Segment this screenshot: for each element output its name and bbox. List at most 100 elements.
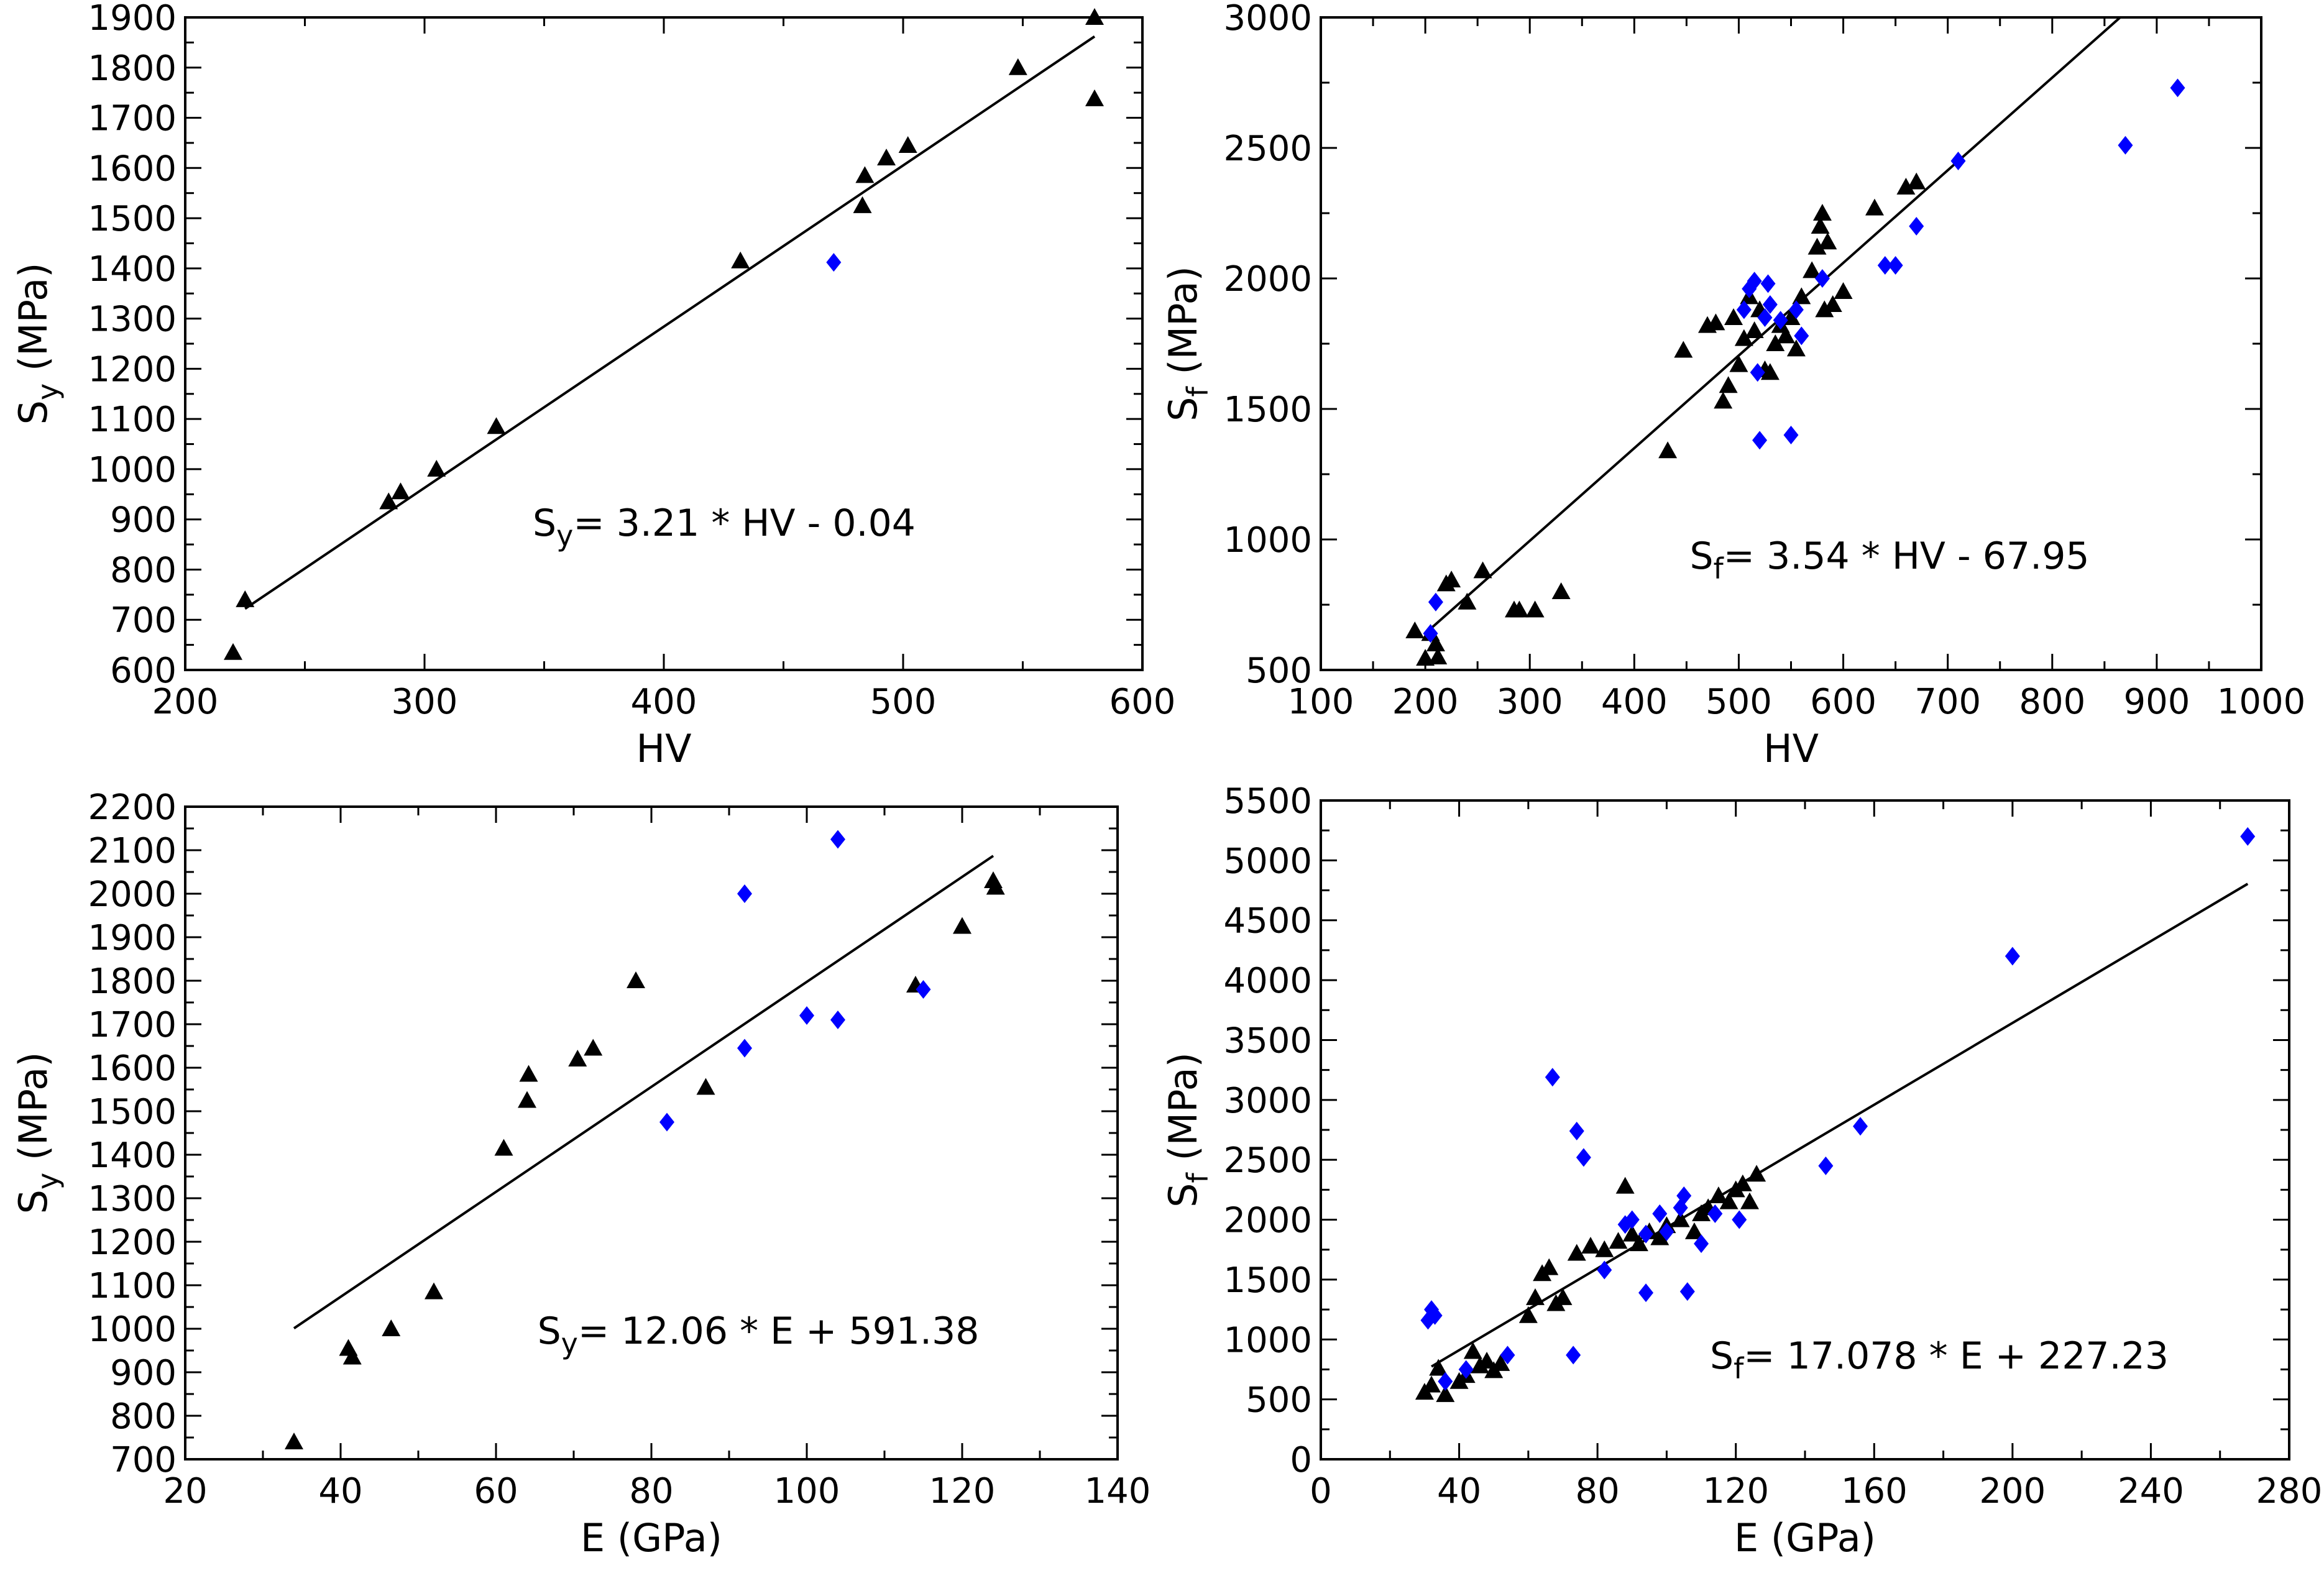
- y-tick-label: 2000: [1223, 1201, 1312, 1241]
- equation-var: S: [1710, 1334, 1734, 1378]
- data-point-triangle: [1734, 329, 1753, 346]
- data-point-triangle: [1786, 339, 1806, 357]
- data-point-diamond: [2118, 135, 2133, 155]
- data-point-triangle: [855, 166, 875, 183]
- data-point-triangle: [427, 459, 446, 477]
- data-point-triangle: [1553, 1288, 1573, 1305]
- data-point-diamond: [1853, 1117, 1868, 1136]
- data-point-triangle: [1776, 326, 1796, 344]
- data-point-diamond: [1750, 363, 1765, 382]
- data-point-triangle: [1674, 341, 1693, 358]
- regression-equation: Sy= 12.06 * E + 591.38: [538, 1309, 980, 1360]
- x-tick-label: 800: [2019, 682, 2085, 722]
- data-point-triangle: [1525, 600, 1545, 618]
- y-tick-label: 5000: [1223, 841, 1312, 881]
- data-point-diamond: [1757, 308, 1773, 327]
- y-tick-label: 1500: [1223, 390, 1312, 430]
- data-point-diamond: [1438, 1372, 1453, 1391]
- data-point-triangle: [1719, 376, 1738, 393]
- equation-rest: = 12.06 * E + 591.38: [578, 1309, 980, 1353]
- equation-rest: = 3.54 * HV - 67.95: [1724, 534, 2090, 578]
- data-point-triangle: [1622, 1224, 1642, 1242]
- chart-top-left: 200 300 400 500 600 600 700 800 900 1000 1100 1200 1…: [11, 0, 1175, 771]
- data-point-triangle: [1733, 1174, 1752, 1191]
- x-tick-label: 200: [152, 682, 219, 722]
- data-point-triangle: [285, 1433, 303, 1449]
- data-point-triangle: [236, 590, 255, 607]
- x-axis-label: HV: [636, 726, 691, 771]
- equation-rest: = 17.078 * E + 227.23: [1743, 1334, 2169, 1378]
- data-point-diamond: [1694, 1234, 1709, 1254]
- data-point-diamond: [1566, 1346, 1581, 1365]
- data-point-triangle: [1818, 232, 1837, 250]
- x-tick-label: 400: [1601, 682, 1668, 722]
- x-tick-label: 120: [929, 1471, 996, 1511]
- x-axis-label: E (GPa): [581, 1515, 722, 1561]
- data-point-diamond: [1783, 426, 1799, 444]
- y-tick-label: 1000: [1223, 1320, 1312, 1360]
- equation-var: S: [533, 502, 556, 545]
- data-point-diamond: [1747, 272, 1762, 291]
- data-point-diamond: [916, 980, 931, 999]
- data-point-diamond: [1427, 1306, 1443, 1325]
- x-tick-label: 60: [474, 1471, 518, 1511]
- regression-line: [244, 35, 1096, 610]
- x-axis-label: HV: [1763, 726, 1819, 771]
- data-point-diamond: [1428, 592, 1443, 612]
- data-point-diamond: [830, 830, 845, 849]
- y-axis-label-var: S: [1160, 1183, 1206, 1208]
- data-point-diamond: [1752, 431, 1768, 450]
- data-point-diamond: [826, 253, 842, 272]
- data-point-diamond: [1788, 300, 1804, 319]
- data-point-triangle: [1896, 178, 1916, 195]
- data-point-triangle: [1518, 1306, 1538, 1323]
- data-point-triangle: [1792, 287, 1811, 305]
- data-point-triangle: [1442, 571, 1461, 588]
- regression-equation: Sf= 17.078 * E + 227.23: [1710, 1334, 2169, 1385]
- y-tick-label: 900: [110, 1353, 177, 1393]
- x-tick-label: 40: [318, 1471, 362, 1511]
- y-tick-label: 500: [1246, 1380, 1312, 1421]
- y-tick-label: 2500: [1223, 129, 1312, 169]
- y-tick-label: 1600: [88, 149, 177, 189]
- x-tick-label: 120: [1702, 1471, 1769, 1511]
- y-tick-label: 1100: [88, 1266, 177, 1306]
- data-point-triangle: [1724, 308, 1743, 325]
- data-point-diamond: [1732, 1210, 1747, 1229]
- data-point-diamond: [1576, 1148, 1591, 1167]
- x-tick-label: 300: [392, 682, 458, 722]
- x-tick-label: 40: [1437, 1471, 1481, 1511]
- data-point-diamond: [1545, 1068, 1560, 1087]
- data-point-triangle: [1581, 1236, 1601, 1254]
- x-tick-label: 100: [774, 1471, 840, 1511]
- y-tick-label: 1200: [88, 1222, 177, 1263]
- data-point-triangle: [1865, 198, 1884, 216]
- data-point-triangle: [568, 1050, 587, 1066]
- data-point-triangle: [487, 417, 506, 434]
- data-point-triangle: [1760, 363, 1780, 380]
- data-point-triangle: [1473, 561, 1492, 579]
- y-tick-label: 4500: [1223, 901, 1312, 942]
- data-point-triangle: [898, 135, 917, 153]
- data-point-triangle: [696, 1078, 715, 1095]
- data-point-triangle: [1436, 1385, 1455, 1402]
- data-point-diamond: [1597, 1260, 1612, 1280]
- y-tick-label: 1400: [88, 1135, 177, 1176]
- data-point-diamond: [2005, 947, 2020, 966]
- data-point-triangle: [731, 251, 750, 268]
- y-tick-label: 1800: [88, 48, 177, 89]
- x-tick-label: 100: [1288, 682, 1354, 722]
- y-tick-label: 1600: [88, 1048, 177, 1089]
- data-point-triangle: [1085, 89, 1104, 106]
- data-point-triangle: [1714, 392, 1733, 409]
- data-point-triangle: [1823, 295, 1842, 312]
- y-tick-label: 800: [110, 1396, 177, 1437]
- data-point-triangle: [1907, 172, 1926, 190]
- data-point-triangle: [1540, 1258, 1559, 1275]
- plot-frame: [184, 805, 1119, 1461]
- y-tick-label: 1900: [88, 918, 177, 958]
- data-point-triangle: [1745, 321, 1764, 338]
- x-tick-label: 500: [870, 682, 937, 722]
- equation-sub: f: [1734, 1352, 1745, 1385]
